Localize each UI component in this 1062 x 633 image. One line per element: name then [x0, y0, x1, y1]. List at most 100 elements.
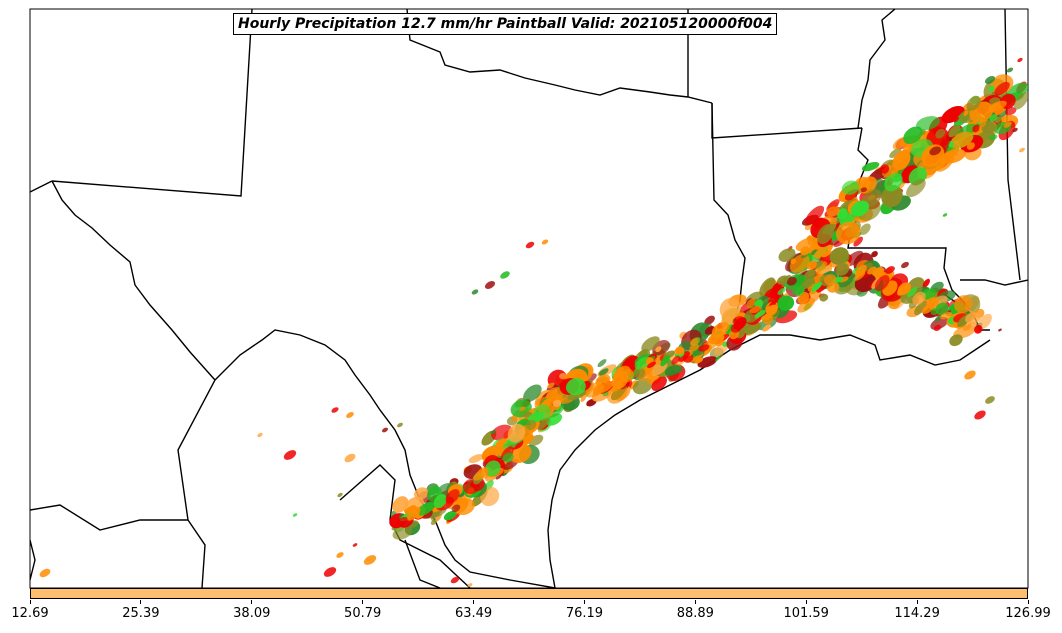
precip-blob — [912, 291, 926, 305]
precip-blob — [770, 280, 785, 299]
precip-blob — [552, 399, 562, 408]
precip-blob — [950, 131, 973, 149]
precip-blob — [507, 423, 526, 443]
precip-blob — [754, 310, 766, 318]
precip-blob — [749, 305, 761, 314]
precip-blob — [835, 221, 861, 245]
precip-blob — [598, 368, 609, 376]
precip-blob — [714, 356, 721, 362]
colorbar-tick — [805, 600, 807, 604]
precip-blob — [547, 382, 555, 389]
precip-blob — [565, 378, 586, 396]
red-river-border — [406, 9, 713, 104]
precip-blob — [874, 275, 890, 292]
precip-blob — [881, 185, 903, 208]
precipitation-paintball-layer — [39, 57, 1028, 587]
colorbar-tick-label: 101.59 — [783, 606, 829, 621]
colorbar-tick-label: 88.89 — [676, 606, 714, 621]
precip-blob — [797, 297, 815, 313]
precip-blob — [835, 263, 850, 276]
precip-blob — [800, 246, 810, 256]
precip-blob — [933, 324, 942, 332]
precip-blob — [525, 241, 535, 249]
precip-blob — [822, 250, 832, 258]
precip-blob — [523, 384, 542, 402]
precip-blob — [972, 124, 980, 133]
precip-blob — [525, 419, 537, 431]
precip-blob — [468, 454, 484, 463]
precip-blob — [1004, 107, 1017, 116]
precip-blob — [430, 519, 437, 526]
oklahoma-panhandle-border — [51, 9, 253, 197]
precip-blob — [633, 367, 646, 379]
precip-blob — [941, 148, 966, 164]
colorbar-tick — [140, 600, 142, 604]
precip-blob — [885, 266, 895, 274]
precip-blob — [826, 206, 840, 217]
precip-blob — [719, 297, 741, 320]
precip-blob — [450, 576, 460, 584]
precip-blob — [397, 517, 408, 523]
precip-blob — [485, 460, 501, 477]
precip-blob — [929, 146, 942, 156]
precip-blob — [824, 274, 837, 286]
precip-blob — [953, 117, 960, 123]
precip-blob — [762, 324, 772, 332]
colorbar-tick-label: 12.69 — [11, 606, 49, 621]
precip-blob — [451, 504, 461, 513]
precip-blob — [467, 583, 473, 587]
precip-blob — [985, 396, 995, 404]
ms-al-border — [1004, 9, 1021, 281]
precip-blob — [855, 264, 867, 277]
precip-blob — [647, 361, 656, 369]
precip-blob — [690, 338, 699, 346]
precip-blob — [965, 312, 981, 325]
precip-blob — [935, 302, 949, 316]
precip-blob — [694, 357, 704, 364]
colorbar-tick — [251, 600, 253, 604]
precip-blob — [502, 452, 514, 463]
precip-blob — [443, 510, 457, 521]
precip-blob — [730, 322, 743, 333]
precip-blob — [546, 386, 564, 403]
precip-blob — [998, 328, 1002, 332]
precip-blob — [906, 178, 926, 198]
precip-blob — [655, 346, 662, 353]
precip-blob — [1017, 57, 1023, 63]
precip-blob — [916, 116, 940, 131]
precip-blob — [559, 372, 567, 380]
mexico-state-border-2 — [30, 504, 188, 531]
colorbar-tick-label: 126.99 — [1005, 606, 1051, 621]
precip-blob — [1014, 91, 1028, 110]
precip-blob — [964, 370, 976, 380]
rio-grande-border — [214, 329, 556, 588]
precip-blob — [473, 468, 489, 481]
mexico-state-border-3 — [30, 539, 36, 581]
precip-blob — [988, 134, 998, 141]
precip-blob — [810, 249, 818, 256]
precip-blob — [811, 281, 823, 292]
precip-blob — [778, 248, 796, 262]
precip-blob — [484, 281, 496, 289]
precip-blob — [533, 404, 551, 421]
ms-river-north — [857, 9, 896, 129]
precip-blob — [708, 333, 725, 345]
colorbar-tick-label: 38.09 — [233, 606, 271, 621]
colorbar-tick-label: 25.39 — [122, 606, 160, 621]
precip-blob — [500, 271, 510, 279]
precip-blob — [906, 287, 918, 298]
colorbar — [30, 588, 1028, 599]
precip-blob — [1003, 121, 1012, 128]
precip-blob — [433, 493, 447, 509]
precip-blob — [671, 355, 681, 365]
precip-blob — [777, 275, 789, 285]
precip-blob — [903, 126, 923, 144]
precip-blob — [39, 568, 51, 578]
map-frame-border — [29, 8, 1029, 589]
precip-blob — [664, 364, 681, 376]
precip-blob — [678, 351, 690, 362]
precip-blob — [363, 555, 377, 565]
precip-blob — [765, 305, 777, 314]
precip-blob — [580, 395, 587, 402]
